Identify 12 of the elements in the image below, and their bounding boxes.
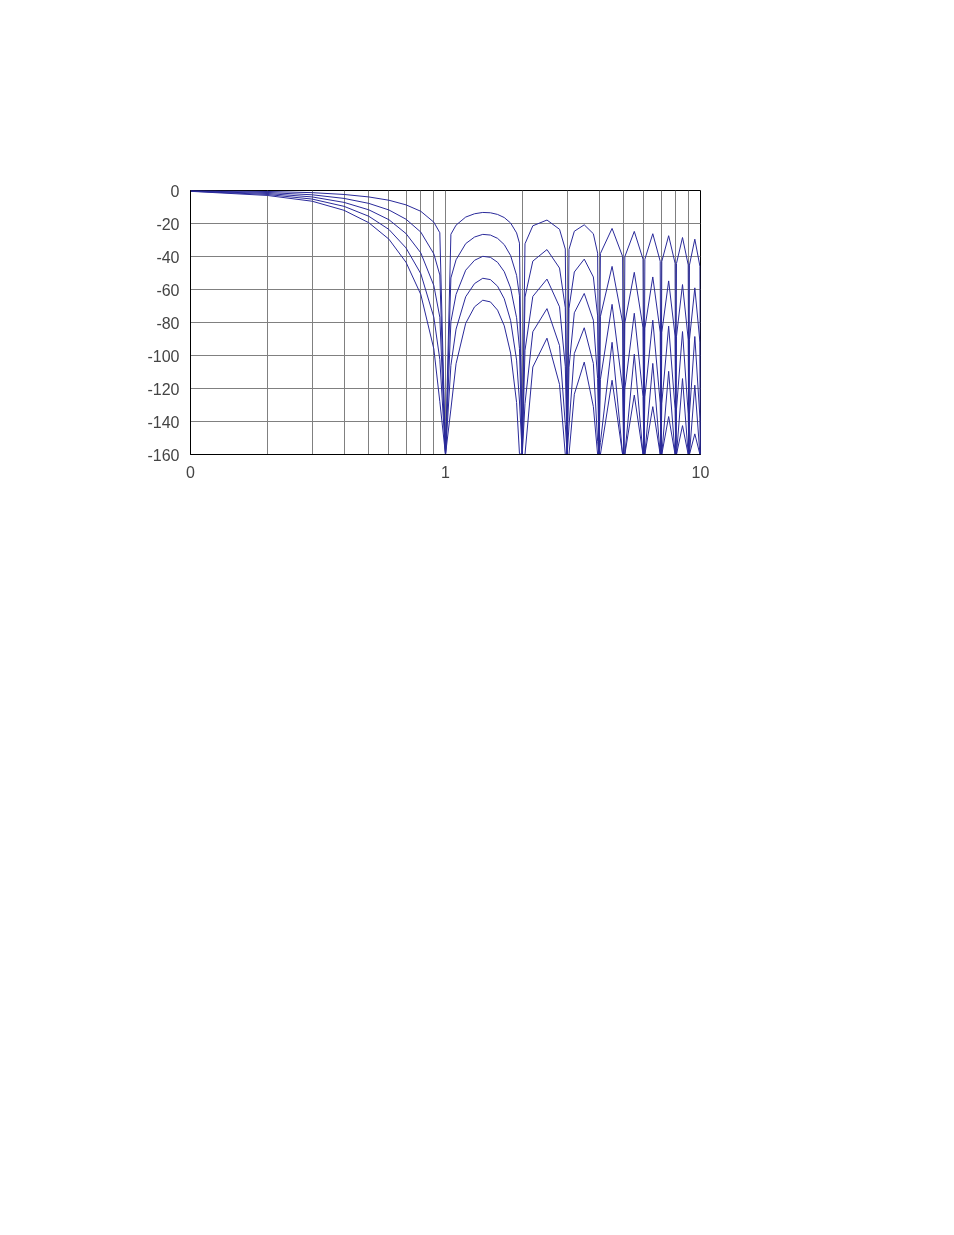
y-tick-label: -60 [156, 281, 180, 299]
y-tick-label: -20 [156, 215, 180, 233]
y-tick-label: -80 [156, 314, 180, 332]
x-tick-label: 1 [441, 463, 451, 481]
x-tick-label: 10 [691, 463, 710, 481]
y-tick-label: -40 [156, 248, 180, 266]
y-tick-label: -100 [147, 347, 180, 365]
y-tick-label: 0 [170, 182, 180, 200]
y-tick-label: -140 [147, 413, 180, 431]
y-tick-label: -120 [147, 380, 180, 398]
y-tick-label: -160 [147, 446, 180, 464]
x-tick-label: 0 [186, 463, 196, 481]
